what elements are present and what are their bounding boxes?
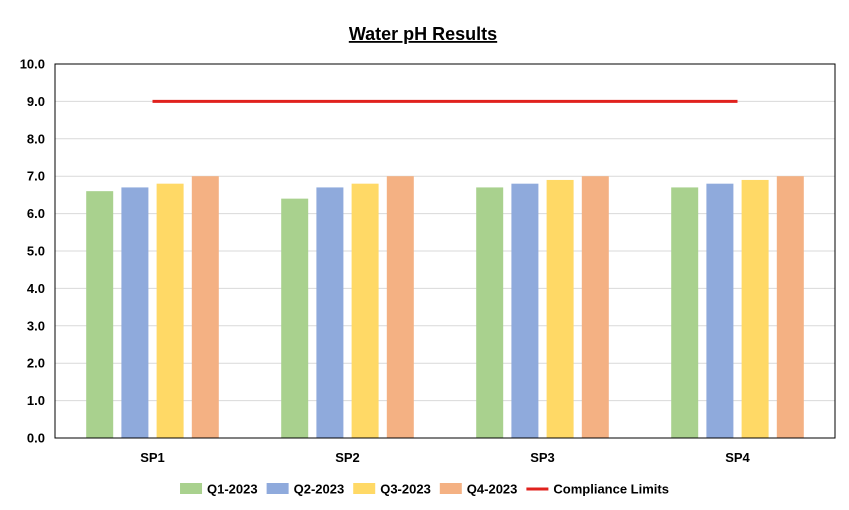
bar-sp1-q1-2023 <box>86 191 114 438</box>
legend-label-q1-2023: Q1-2023 <box>207 482 258 497</box>
y-tick-label: 9.0 <box>27 94 45 109</box>
bar-sp2-q3-2023 <box>351 183 379 438</box>
y-tick-label: 10.0 <box>20 57 45 72</box>
bar-sp4-q2-2023 <box>706 183 734 438</box>
bar-sp1-q2-2023 <box>121 187 149 438</box>
y-tick-label: 4.0 <box>27 281 45 296</box>
x-tick-label: SP1 <box>140 450 165 465</box>
bar-sp4-q4-2023 <box>776 176 804 438</box>
chart-title: Water pH Results <box>349 24 497 44</box>
bar-sp3-q2-2023 <box>511 183 539 438</box>
legend-label-q2-2023: Q2-2023 <box>294 482 345 497</box>
legend-label-q4-2023: Q4-2023 <box>467 482 518 497</box>
legend-swatch-q3-2023 <box>353 483 376 494</box>
y-tick-label: 2.0 <box>27 356 45 371</box>
bar-sp3-q4-2023 <box>581 176 609 438</box>
y-tick-label: 3.0 <box>27 318 45 333</box>
bar-sp4-q3-2023 <box>741 179 769 438</box>
legend: Q1-2023 Q2-2023 Q3-2023 Q4-2023 Compliance L… <box>180 482 669 497</box>
bar-sp3-q1-2023 <box>476 187 504 438</box>
plot-area-border <box>54 63 836 439</box>
y-tick-label: 0.0 <box>27 431 45 446</box>
y-tick-label: 1.0 <box>27 393 45 408</box>
bar-sp1-q3-2023 <box>156 183 184 438</box>
legend-label-q3-2023: Q3-2023 <box>380 482 431 497</box>
y-tick-label: 8.0 <box>27 131 45 146</box>
y-tick-label: 5.0 <box>27 244 45 259</box>
bar-sp2-q2-2023 <box>316 187 344 438</box>
bar-sp3-q3-2023 <box>546 179 574 438</box>
legend-label-compliance-limits: Compliance Limits <box>553 482 669 497</box>
bar-sp2-q4-2023 <box>386 176 414 438</box>
bar-sp2-q1-2023 <box>281 198 309 438</box>
bar-sp1-q4-2023 <box>191 176 219 438</box>
bars <box>86 176 804 438</box>
x-tick-label: SP4 <box>725 450 750 465</box>
y-tick-label: 6.0 <box>27 206 45 221</box>
x-tick-label: SP3 <box>530 450 555 465</box>
bar-sp4-q1-2023 <box>671 187 699 438</box>
legend-swatch-q4-2023 <box>439 483 462 494</box>
legend-swatch-q2-2023 <box>266 483 289 494</box>
y-tick-label: 7.0 <box>27 169 45 184</box>
legend-swatch-q1-2023 <box>180 483 203 494</box>
axes: 0.0 1.0 2.0 3.0 4.0 5.0 6.0 7.0 8.0 9.0 10.0 SP1 SP2… <box>20 57 836 465</box>
x-tick-label: SP2 <box>335 450 360 465</box>
